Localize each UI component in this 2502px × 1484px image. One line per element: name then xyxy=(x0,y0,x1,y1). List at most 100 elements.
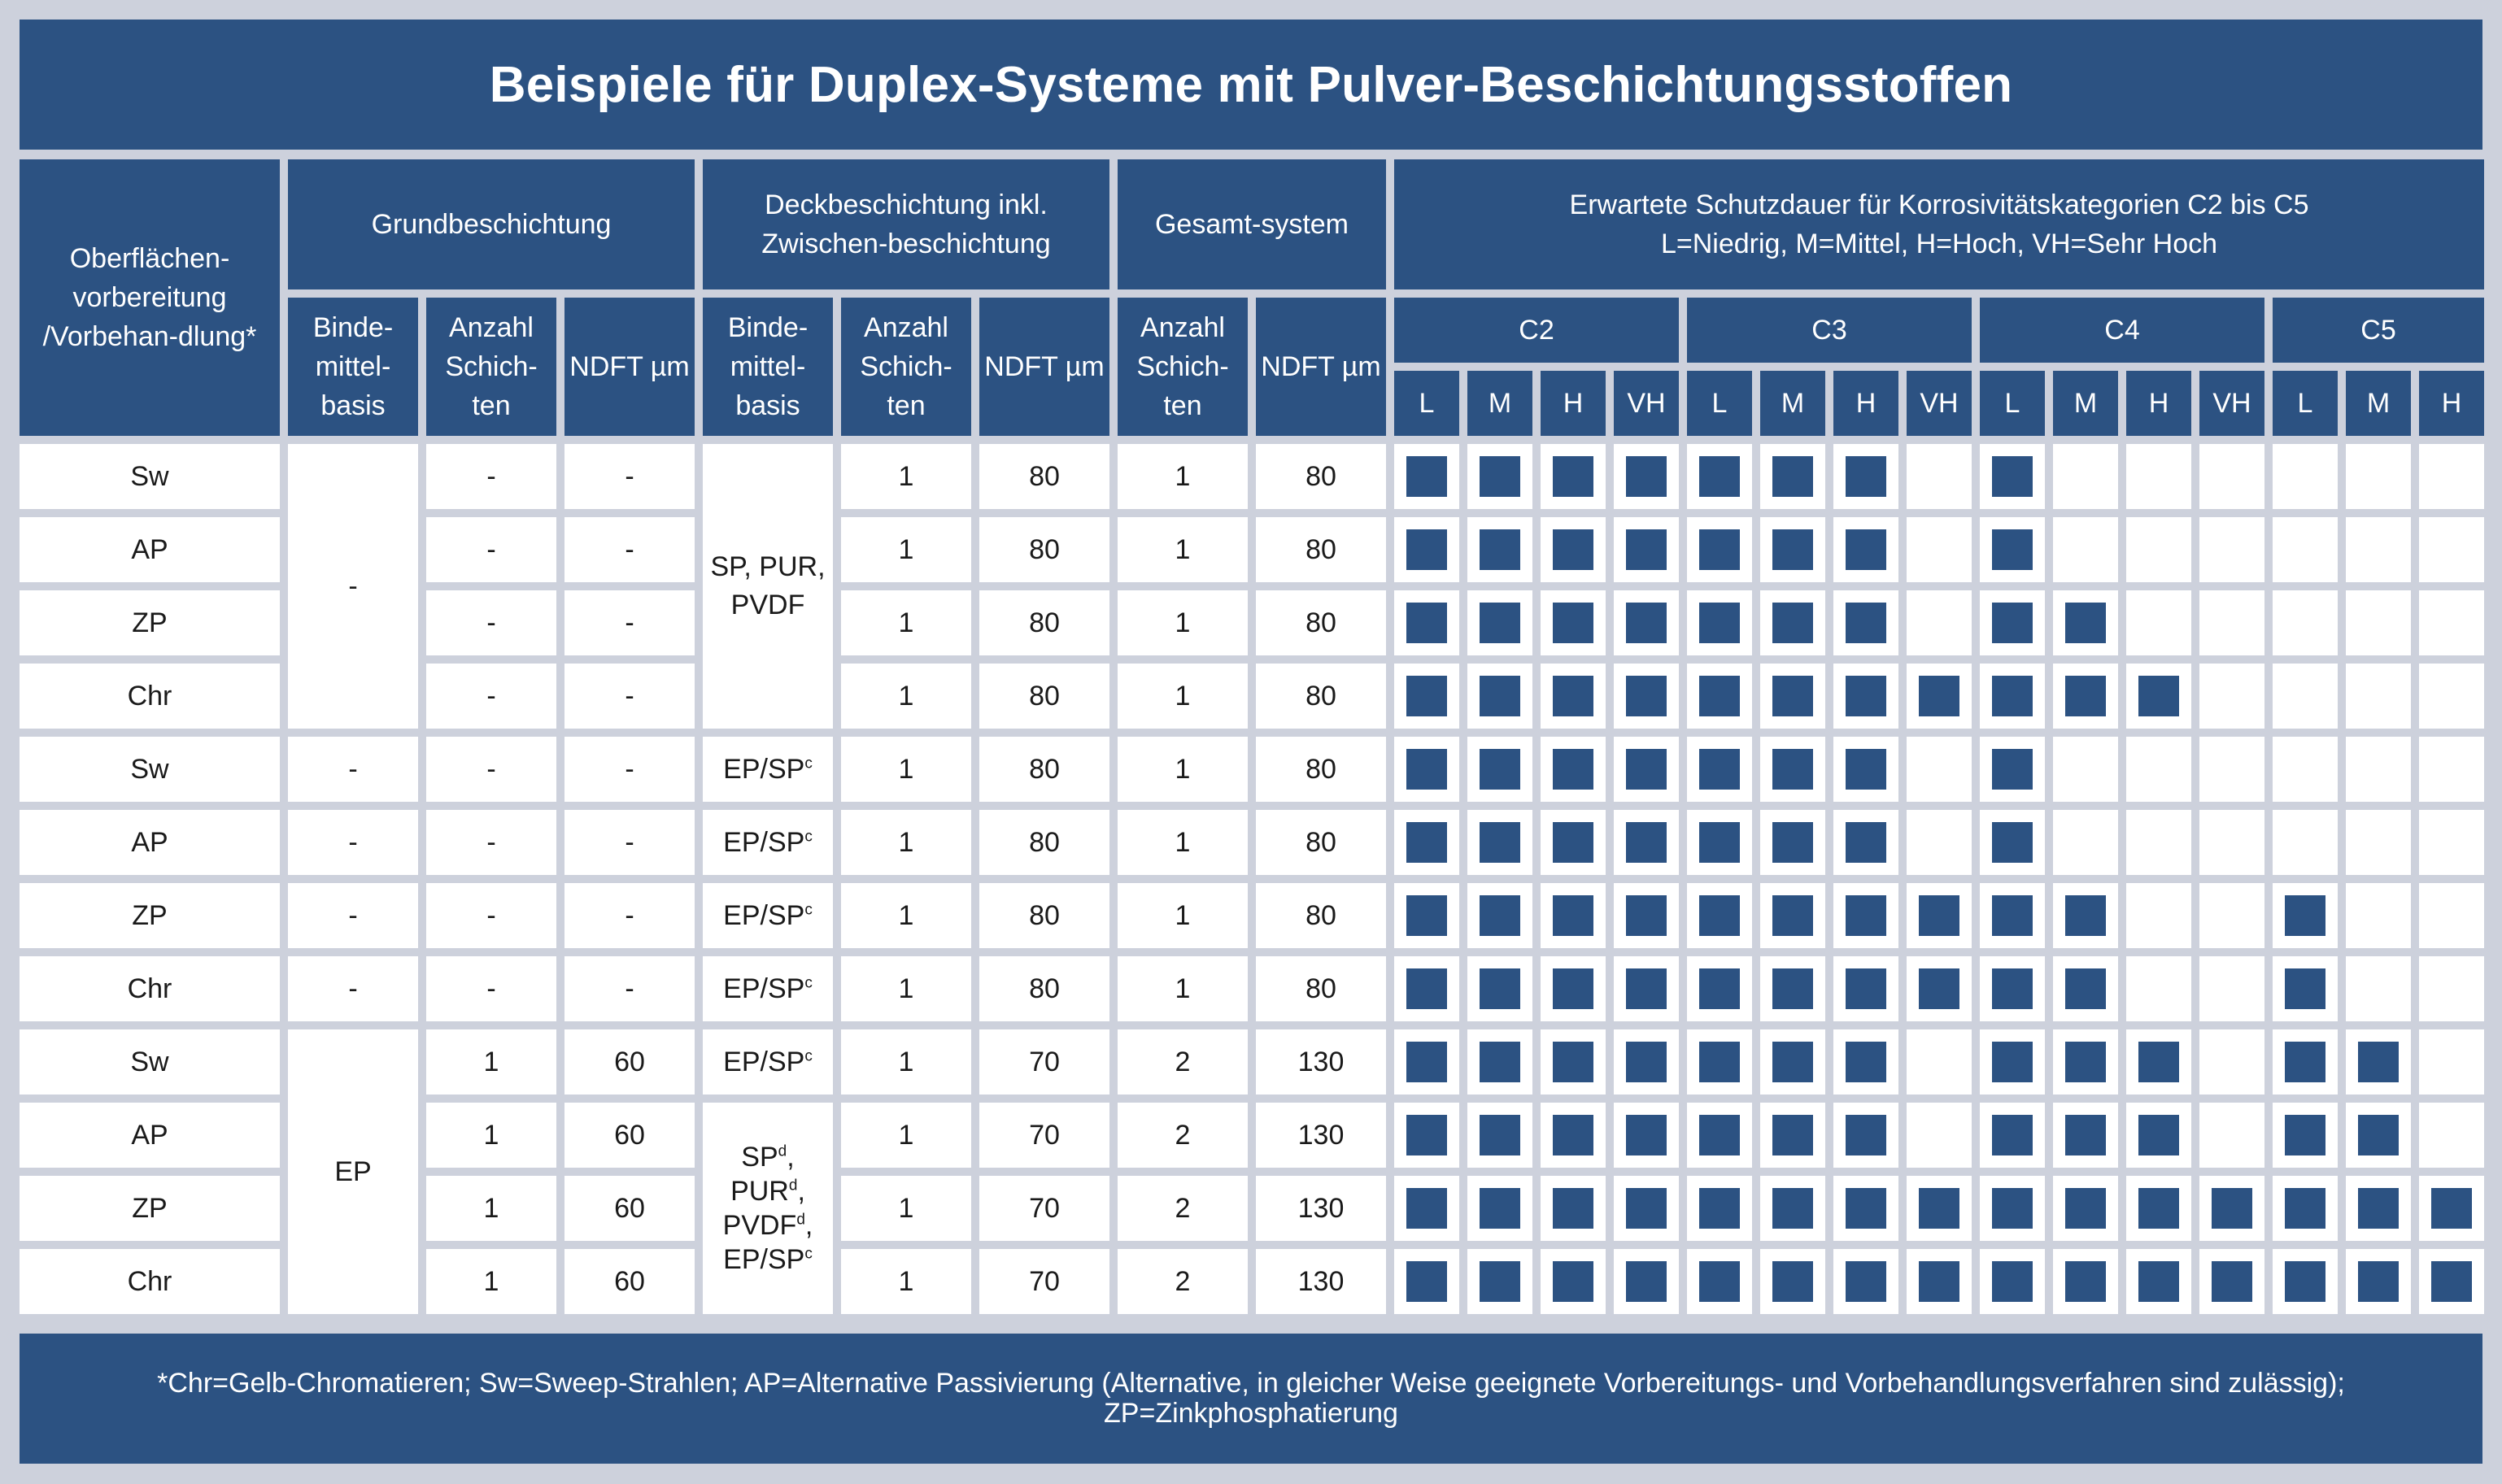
topcoat-layers-cell: 1 xyxy=(841,883,971,948)
primer-binder-cell: - xyxy=(288,737,418,802)
protection-cell xyxy=(1394,956,1459,1021)
protection-marker xyxy=(1772,676,1813,716)
primer-binder-cell: - xyxy=(288,883,418,948)
protection-cell xyxy=(1541,1176,1606,1241)
protection-marker xyxy=(1626,1042,1667,1082)
protection-marker xyxy=(2285,1042,2325,1082)
total-layers-cell: 1 xyxy=(1118,883,1248,948)
protection-cell xyxy=(2273,1249,2338,1314)
protection-marker xyxy=(1406,895,1447,936)
protection-marker xyxy=(1626,529,1667,570)
protection-marker xyxy=(1699,749,1740,790)
protection-marker xyxy=(1480,749,1520,790)
protection-cell xyxy=(1833,810,1898,875)
primer-ndft-cell: - xyxy=(564,737,695,802)
protection-cell xyxy=(1760,883,1825,948)
header-primer-binder: Binde-mittel-basis xyxy=(288,298,418,436)
primer-layers-cell: - xyxy=(426,444,556,509)
header-level-l: L xyxy=(1394,371,1459,436)
protection-marker xyxy=(1772,1115,1813,1155)
topcoat-binder-text: EP/SP xyxy=(723,899,805,931)
protection-marker xyxy=(1406,968,1447,1009)
protection-marker xyxy=(1626,968,1667,1009)
protection-cell xyxy=(1467,664,1532,729)
topcoat-binder-text: EP/SP xyxy=(723,753,805,785)
primer-layers-cell: - xyxy=(426,883,556,948)
protection-marker xyxy=(2138,1115,2179,1155)
protection-cell xyxy=(2419,956,2484,1021)
protection-cell xyxy=(2126,1249,2191,1314)
protection-cell xyxy=(2419,664,2484,729)
protection-cell xyxy=(2273,1103,2338,1168)
protection-cell xyxy=(2419,444,2484,509)
table-row: Sw - - - EP/SPc 1 80 1 80 xyxy=(20,737,2484,802)
protection-cell xyxy=(1907,444,1972,509)
protection-marker xyxy=(1480,1115,1520,1155)
protection-marker xyxy=(1992,529,2033,570)
surface-prep-cell: AP xyxy=(20,810,280,875)
protection-marker xyxy=(1919,895,1959,936)
protection-cell xyxy=(2199,1176,2264,1241)
footnote-banner: *Chr=Gelb-Chromatieren; Sw=Sweep-Strahle… xyxy=(20,1334,2482,1464)
protection-marker xyxy=(1553,749,1593,790)
primer-layers-cell: - xyxy=(426,590,556,655)
protection-cell xyxy=(1467,444,1532,509)
topcoat-layers-cell: 1 xyxy=(841,1029,971,1095)
topcoat-binder-cell: EP/SPc xyxy=(703,1029,833,1095)
protection-marker xyxy=(1992,1188,2033,1229)
topcoat-binder-pur: PUR xyxy=(730,1176,789,1207)
protection-cell xyxy=(1833,664,1898,729)
protection-cell xyxy=(1760,590,1825,655)
surface-prep-cell: ZP xyxy=(20,1176,280,1241)
footnote-marker-c: c xyxy=(804,755,813,772)
protection-marker xyxy=(1406,676,1447,716)
protection-marker xyxy=(1626,1261,1667,1302)
protection-cell xyxy=(2419,517,2484,582)
protection-marker xyxy=(2138,676,2179,716)
protection-cell xyxy=(2126,883,2191,948)
protection-cell xyxy=(2053,737,2118,802)
protection-marker xyxy=(1553,676,1593,716)
protection-cell xyxy=(1907,664,1972,729)
total-ndft-cell: 80 xyxy=(1256,517,1386,582)
protection-marker xyxy=(2212,1261,2252,1302)
protection-marker xyxy=(1992,1042,2033,1082)
protection-cell xyxy=(1394,517,1459,582)
protection-marker xyxy=(1919,676,1959,716)
protection-marker xyxy=(1699,1188,1740,1229)
protection-marker xyxy=(1480,603,1520,643)
topcoat-binder-sp: SP xyxy=(741,1142,778,1173)
protection-marker xyxy=(2065,895,2106,936)
protection-cell xyxy=(1541,590,1606,655)
protection-marker xyxy=(1992,1261,2033,1302)
topcoat-binder-cell: EP/SPc xyxy=(703,883,833,948)
protection-cell xyxy=(1614,810,1679,875)
protection-cell xyxy=(1833,883,1898,948)
protection-marker xyxy=(1553,1115,1593,1155)
protection-marker xyxy=(2358,1115,2399,1155)
protection-marker xyxy=(1699,529,1740,570)
table-row: Sw EP 1 60 EP/SPc 1 70 2 130 xyxy=(20,1029,2484,1314)
protection-marker xyxy=(1626,456,1667,497)
topcoat-ndft-cell: 70 xyxy=(979,1176,1109,1241)
primer-binder-cell: - xyxy=(288,810,418,875)
protection-cell xyxy=(1687,590,1752,655)
protection-marker xyxy=(1553,1188,1593,1229)
total-ndft-cell: 80 xyxy=(1256,590,1386,655)
header-level-vh: VH xyxy=(1907,371,1972,436)
total-layers-cell: 1 xyxy=(1118,517,1248,582)
protection-marker xyxy=(1699,603,1740,643)
protection-marker xyxy=(1480,1188,1520,1229)
protection-cell xyxy=(2346,590,2411,655)
protection-marker xyxy=(1480,895,1520,936)
protection-marker xyxy=(1772,1042,1813,1082)
protection-cell xyxy=(1760,517,1825,582)
total-layers-cell: 2 xyxy=(1118,1029,1248,1095)
protection-marker xyxy=(1772,529,1813,570)
footnote-marker-c: c xyxy=(804,1047,813,1065)
protection-cell xyxy=(1980,590,2045,655)
protection-marker xyxy=(1480,968,1520,1009)
protection-marker xyxy=(2358,1261,2399,1302)
total-layers-cell: 1 xyxy=(1118,664,1248,729)
protection-cell xyxy=(1541,1249,1606,1314)
